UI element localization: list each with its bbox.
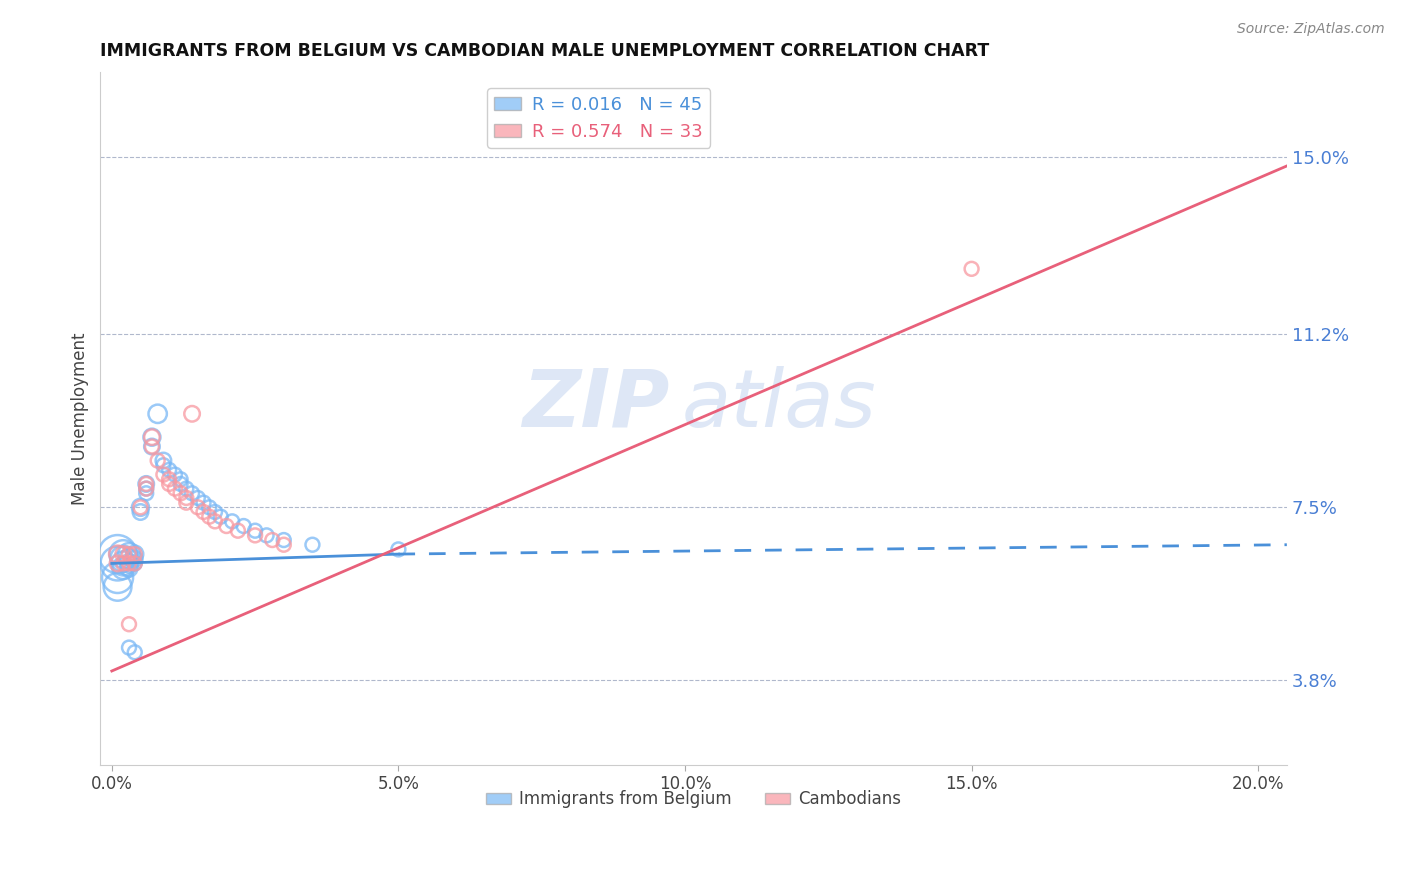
Point [193,495,215,509]
Point [960,261,983,276]
Point [176,482,198,496]
Point [118,557,141,571]
Point [118,547,141,561]
Point [107,557,129,571]
Point [204,505,226,519]
Point [181,486,204,500]
Point [135,477,157,491]
Point [141,430,163,444]
Point [124,547,146,561]
Point [262,533,284,547]
Text: Source: ZipAtlas.com: Source: ZipAtlas.com [1237,22,1385,37]
Point [226,524,249,538]
Point [221,514,243,528]
Point [169,472,191,486]
Point [135,482,157,496]
Point [176,495,198,509]
Point [209,509,232,524]
Point [124,547,146,561]
Point [187,500,209,515]
Point [198,500,221,515]
Point [152,458,174,473]
Point [118,617,141,632]
Point [124,645,146,659]
Point [301,538,323,552]
Point [163,482,186,496]
Point [198,509,221,524]
Point [273,538,295,552]
Point [157,463,180,477]
Y-axis label: Male Unemployment: Male Unemployment [72,332,89,505]
Text: ZIP: ZIP [523,366,669,443]
Point [135,482,157,496]
Point [176,491,198,505]
Point [204,514,226,528]
Point [169,486,191,500]
Point [157,477,180,491]
Point [124,557,146,571]
Point [112,547,135,561]
Point [243,528,266,542]
Point [107,580,129,594]
Point [169,477,191,491]
Point [256,528,278,542]
Point [146,453,169,467]
Point [112,557,135,571]
Point [107,570,129,584]
Point [152,467,174,482]
Point [243,524,266,538]
Point [181,407,204,421]
Point [141,440,163,454]
Point [124,551,146,566]
Point [112,547,135,561]
Point [387,542,409,557]
Point [152,453,174,467]
Point [129,505,152,519]
Point [107,547,129,561]
Point [187,491,209,505]
Point [157,472,180,486]
Point [193,505,215,519]
Point [135,477,157,491]
Point [146,407,169,421]
Point [118,551,141,566]
Point [124,557,146,571]
Point [273,533,295,547]
Point [141,440,163,454]
Point [129,500,152,515]
Text: IMMIGRANTS FROM BELGIUM VS CAMBODIAN MALE UNEMPLOYMENT CORRELATION CHART: IMMIGRANTS FROM BELGIUM VS CAMBODIAN MAL… [100,42,990,60]
Point [112,561,135,575]
Point [232,519,254,533]
Point [141,430,163,444]
Point [118,640,141,655]
Point [135,486,157,500]
Point [112,557,135,571]
Point [163,467,186,482]
Text: atlas: atlas [682,366,876,443]
Point [107,547,129,561]
Legend: Immigrants from Belgium, Cambodians: Immigrants from Belgium, Cambodians [479,784,908,815]
Point [118,547,141,561]
Point [112,551,135,566]
Point [107,557,129,571]
Point [129,500,152,515]
Point [118,561,141,575]
Point [118,557,141,571]
Point [215,519,238,533]
